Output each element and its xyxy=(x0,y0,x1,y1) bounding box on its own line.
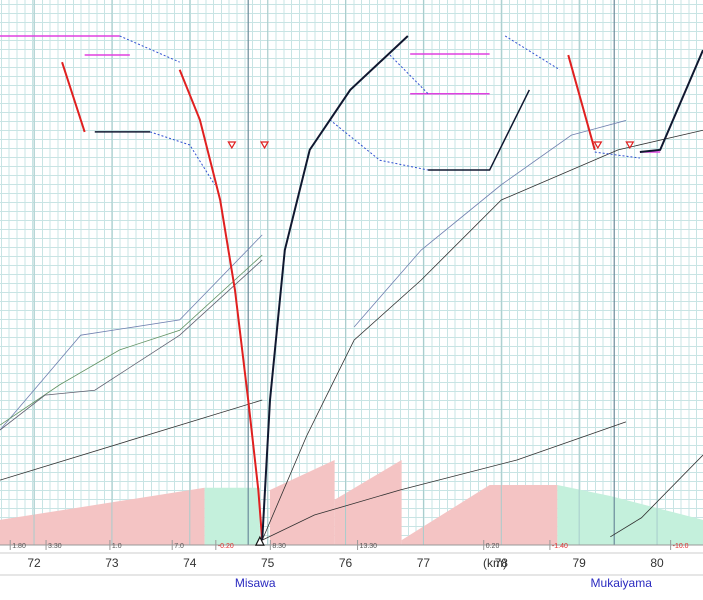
x-tick-label: 72 xyxy=(27,556,41,570)
minor-grid xyxy=(0,0,703,545)
gradient-label: 7.0 xyxy=(174,543,184,550)
gradient-label: -0.20 xyxy=(218,543,234,550)
profile-area xyxy=(204,487,260,545)
gradient-label: 1.80 xyxy=(12,543,26,550)
x-tick-label: 75 xyxy=(261,556,275,570)
station-name: Mukaiyama xyxy=(591,576,653,590)
speed-marker xyxy=(227,141,237,150)
curve xyxy=(261,35,409,541)
profile-area xyxy=(0,487,205,545)
curve xyxy=(594,151,640,159)
gradient-label: 1.0 xyxy=(112,543,122,550)
profile-area xyxy=(401,485,558,545)
speed-marker xyxy=(260,141,270,150)
gradient-label: 8.30 xyxy=(272,543,286,550)
gradient-label: -1.40 xyxy=(552,543,568,550)
profile-area xyxy=(334,459,402,545)
curve xyxy=(0,254,263,426)
x-tick-label: 76 xyxy=(339,556,353,570)
curve xyxy=(639,49,703,154)
x-tick-label: 79 xyxy=(572,556,586,570)
x-tick-label: 74 xyxy=(183,556,197,570)
curve xyxy=(353,120,627,328)
x-axis-label: (km) xyxy=(483,556,507,570)
curve xyxy=(261,129,703,541)
gradient-label: -10.0 xyxy=(673,543,689,550)
curve xyxy=(119,35,180,63)
curve xyxy=(428,89,531,171)
axis-strip xyxy=(0,545,703,600)
gradient-label: 3.30 xyxy=(48,543,62,550)
profile-area xyxy=(557,485,703,545)
gradient-label: 0.20 xyxy=(486,543,500,550)
curve xyxy=(149,131,216,186)
profile-area xyxy=(270,459,335,545)
stop-marker xyxy=(254,535,265,546)
x-tick-label: 77 xyxy=(417,556,431,570)
curve xyxy=(0,399,263,481)
curve xyxy=(262,421,627,541)
curve xyxy=(178,69,264,541)
speed-marker xyxy=(625,141,635,150)
station-name: Misawa xyxy=(235,576,276,590)
curve xyxy=(504,35,560,71)
curve xyxy=(0,259,263,431)
curve xyxy=(61,61,86,133)
curve xyxy=(567,54,596,151)
x-tick-label: 73 xyxy=(105,556,119,570)
curve xyxy=(610,454,703,538)
curve xyxy=(0,234,263,431)
curve xyxy=(329,119,429,171)
x-tick-label: 80 xyxy=(650,556,664,570)
speed-marker xyxy=(593,141,603,150)
gradient-label: 13.30 xyxy=(360,543,378,550)
x-tick-label: 78 xyxy=(495,556,509,570)
curve xyxy=(389,54,429,95)
